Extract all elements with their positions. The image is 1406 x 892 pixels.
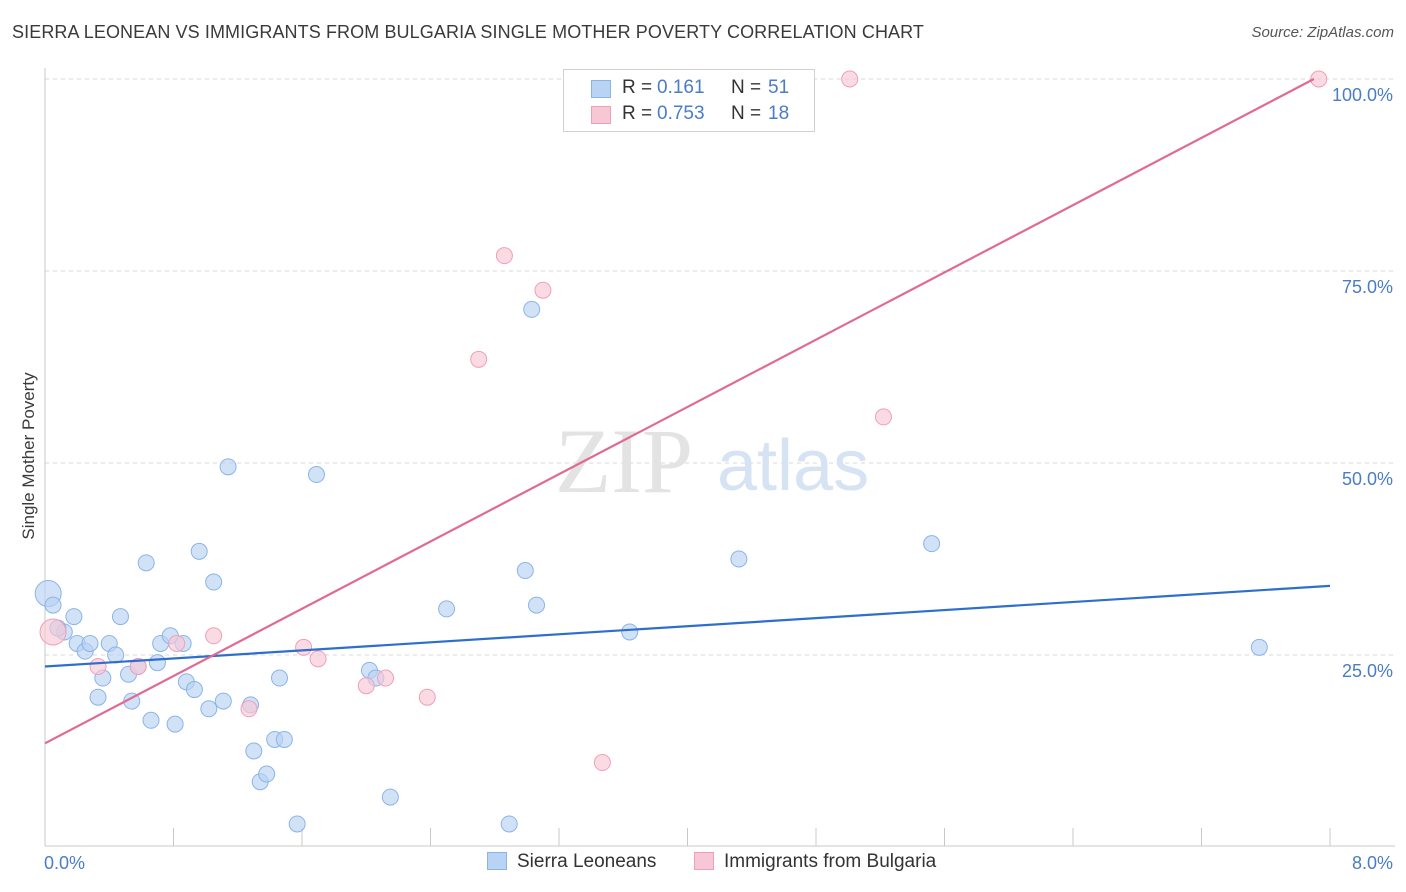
series-legend-label: Sierra Leoneans — [517, 851, 657, 872]
sierra-leonean-point — [275, 730, 293, 748]
bulgaria-point — [470, 350, 488, 368]
sierra-leonean-point — [219, 458, 237, 476]
sierra-leonean-point — [258, 765, 276, 783]
gridlines — [45, 78, 1395, 656]
sierra-leonean-point — [523, 300, 541, 318]
trend-line-bulgaria — [44, 78, 1315, 745]
legend-n-label: N = — [731, 77, 762, 98]
bulgaria-point — [874, 408, 892, 426]
sierra-leonean-point — [438, 600, 456, 618]
sierra-leonean-point — [730, 550, 748, 568]
series-legend-item-bulgaria: Immigrants from Bulgaria — [694, 851, 936, 873]
sierra-leonean-point — [185, 681, 203, 699]
bulgaria-point — [129, 658, 147, 676]
bulgaria-point — [357, 677, 375, 695]
sierra-leonean-point — [214, 692, 232, 710]
sierra-leonean-point — [500, 815, 518, 833]
bulgaria-point — [240, 700, 258, 718]
watermark-atlas: atlas — [717, 426, 869, 506]
sierra-leonean-point — [1250, 638, 1268, 656]
sierra-leonean-point — [621, 623, 639, 641]
sierra-leonean-point — [516, 562, 534, 580]
y-tick-label: 50.0% — [1342, 469, 1393, 489]
sierra-leonean-point — [381, 788, 399, 806]
bulgaria-point — [495, 247, 513, 265]
x-tick-label: 8.0% — [1352, 853, 1393, 873]
sierra-leonean-point — [65, 608, 83, 626]
bulgaria-point — [205, 627, 223, 645]
sierra-leonean-point — [89, 688, 107, 706]
bulgaria-point — [841, 70, 859, 88]
series-sierra-leoneans-points — [34, 300, 1268, 833]
y-tick-labels: 25.0% 50.0% 75.0% 100.0% — [1332, 85, 1393, 681]
legend-n-value: 51 — [768, 77, 790, 98]
source-attribution: Source: ZipAtlas.com — [1251, 24, 1394, 41]
sierra-leonean-point — [245, 742, 263, 760]
axes — [44, 68, 1395, 847]
sierra-leonean-point — [200, 700, 218, 718]
series-legend-item-sierra-leoneans: Sierra Leoneans — [487, 851, 656, 873]
y-tick-label: 75.0% — [1342, 277, 1393, 297]
bulgaria-point — [168, 634, 186, 652]
sierra-leonean-point — [137, 554, 155, 572]
x-tick-labels: 0.0% 8.0% — [44, 853, 1393, 873]
sierra-leonean-point — [528, 596, 546, 614]
bulgaria-point — [89, 658, 107, 676]
trend-line-sierra-leoneans — [44, 584, 1331, 668]
y-tick-label: 25.0% — [1342, 661, 1393, 681]
bulgaria-point — [39, 618, 67, 646]
sierra-leonean-point — [923, 535, 941, 553]
legend-swatch-blue — [591, 80, 611, 98]
y-tick-label: 100.0% — [1332, 85, 1393, 105]
series-legend-swatch-blue — [487, 852, 507, 870]
series-bulgaria-points — [39, 70, 1328, 772]
sierra-leonean-point — [148, 654, 166, 672]
chart-title: SIERRA LEONEAN VS IMMIGRANTS FROM BULGAR… — [12, 22, 925, 42]
legend-row-bulgaria: R = 0.753 N = 18 — [564, 101, 814, 127]
sierra-leonean-point — [205, 573, 223, 591]
sierra-leonean-point — [271, 669, 289, 687]
correlation-legend: R = 0.161 N = 51 R = 0.753 N = 18 — [563, 69, 815, 132]
bulgaria-point — [295, 638, 313, 656]
sierra-leonean-point — [142, 711, 160, 729]
bulgaria-point — [418, 688, 436, 706]
trend-lines — [44, 78, 1331, 745]
y-axis-label: Single Mother Poverty — [19, 372, 38, 540]
bulgaria-point — [593, 754, 611, 772]
sierra-leonean-point — [111, 608, 129, 626]
legend-n-label: N = — [731, 103, 762, 124]
sierra-leonean-point — [81, 634, 99, 652]
x-tick-label: 0.0% — [44, 853, 85, 873]
legend-r-label: R = — [622, 103, 653, 124]
legend-r-value: 0.753 — [657, 103, 705, 124]
sierra-leonean-point — [44, 596, 62, 614]
sierra-leonean-point — [107, 646, 125, 664]
legend-n-value: 18 — [768, 103, 790, 124]
watermark: ZIP atlas — [555, 410, 869, 512]
sierra-leonean-point — [190, 542, 208, 560]
bulgaria-point — [377, 669, 395, 687]
series-legend-label: Immigrants from Bulgaria — [724, 851, 937, 872]
watermark-zip: ZIP — [555, 410, 693, 512]
sierra-leonean-point — [307, 466, 325, 484]
series-legend-swatch-pink — [694, 852, 714, 870]
bulgaria-point — [534, 281, 552, 299]
legend-row-sierra-leoneans: R = 0.161 N = 51 — [564, 75, 814, 101]
sierra-leonean-point — [288, 815, 306, 833]
bulgaria-point — [309, 650, 327, 668]
legend-r-value: 0.161 — [657, 77, 705, 98]
legend-swatch-pink — [591, 106, 611, 124]
sierra-leonean-point — [166, 715, 184, 733]
bulgaria-point — [1310, 70, 1328, 88]
legend-r-label: R = — [622, 77, 653, 98]
